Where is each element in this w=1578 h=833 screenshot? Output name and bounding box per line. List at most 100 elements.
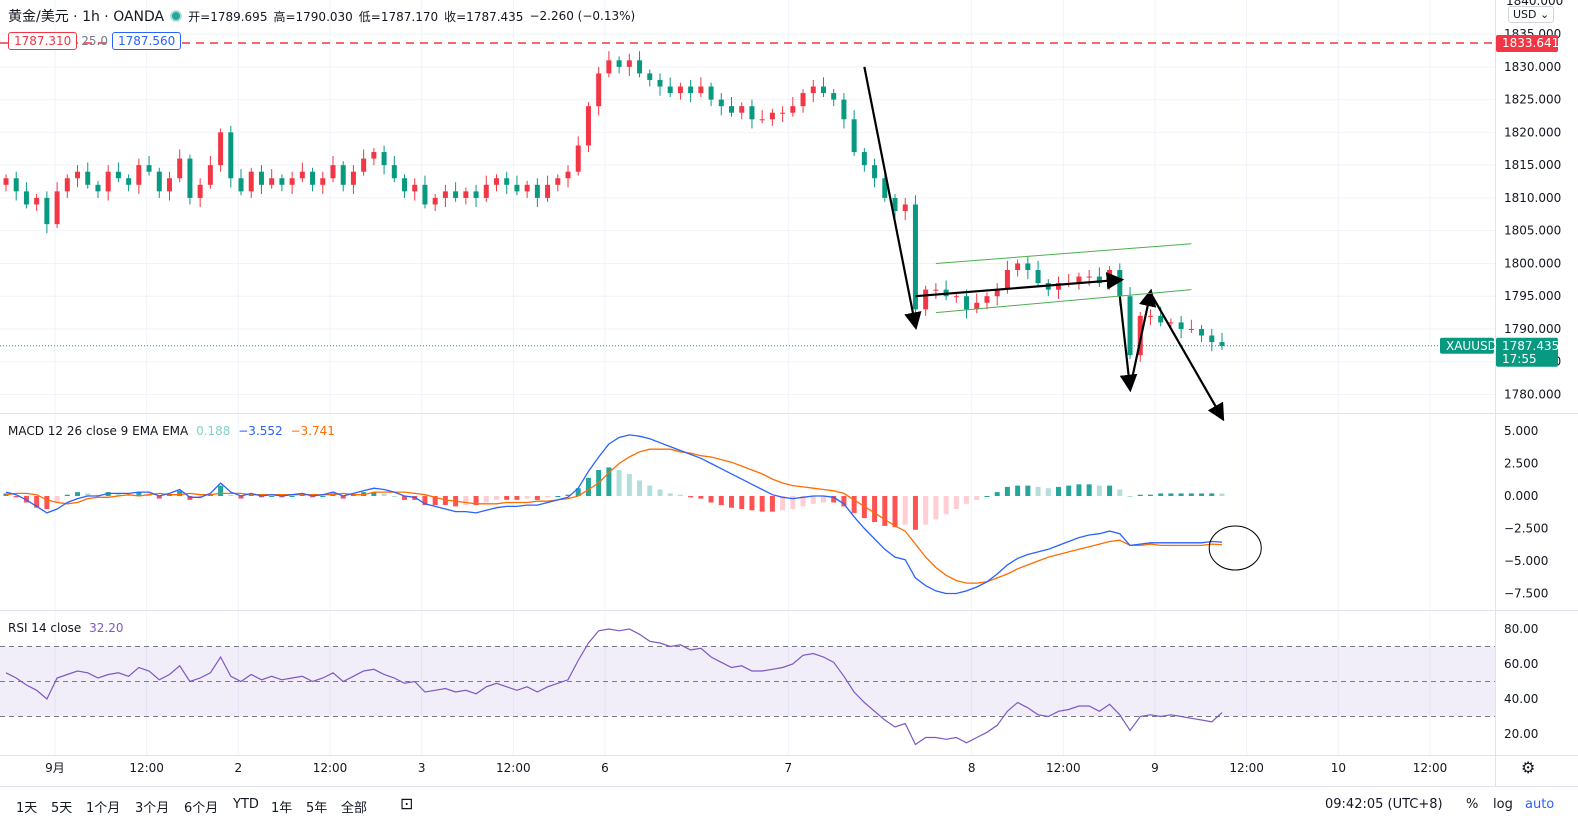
macd-hist-bar bbox=[820, 496, 826, 503]
drawings[interactable] bbox=[863, 66, 1262, 571]
macd-hist-bar bbox=[708, 496, 714, 503]
candle-body bbox=[667, 86, 673, 94]
macd-hist-bar bbox=[780, 496, 786, 511]
range-1m-button[interactable]: 1个月 bbox=[86, 801, 121, 816]
percent-scale-button[interactable]: % bbox=[1466, 797, 1479, 812]
macd-hist-bar bbox=[964, 496, 970, 504]
range-3m-button[interactable]: 3个月 bbox=[135, 801, 170, 816]
candle-body bbox=[258, 171, 264, 185]
candle-body bbox=[657, 79, 663, 87]
range-1d-button[interactable]: 1天 bbox=[16, 801, 38, 816]
legend-low: 低=1787.170 bbox=[358, 9, 439, 24]
candle-body bbox=[698, 86, 704, 94]
candle-body bbox=[1096, 276, 1102, 284]
price-tick-partial: 1840.000 bbox=[1506, 0, 1563, 8]
macd-hist-bar bbox=[841, 496, 847, 507]
log-scale-button[interactable]: log bbox=[1493, 797, 1513, 812]
candle-body bbox=[953, 296, 959, 298]
legend-change: −2.260 (−0.13%) bbox=[529, 9, 636, 23]
candle-body bbox=[851, 119, 857, 153]
candle-body bbox=[984, 296, 990, 303]
candle-body bbox=[3, 178, 9, 185]
candle-body bbox=[974, 302, 980, 310]
price-tick-label: 1810.000 bbox=[1504, 191, 1561, 205]
price-tick-label: 1830.000 bbox=[1504, 60, 1561, 74]
candle-body bbox=[912, 204, 918, 310]
macd-hist-bar bbox=[1127, 496, 1133, 497]
range-all-button[interactable]: 全部 bbox=[341, 801, 368, 816]
candle-body bbox=[269, 178, 275, 185]
up-arrow bbox=[1128, 288, 1157, 389]
macd-hist-bar bbox=[851, 496, 857, 513]
macd-hist-bar bbox=[1137, 494, 1143, 496]
range-ytd-button[interactable]: YTD bbox=[233, 797, 259, 812]
candle-body bbox=[688, 86, 694, 94]
macd-hist-bar bbox=[1158, 493, 1164, 496]
macd-hist-bar bbox=[953, 496, 959, 509]
candle-body bbox=[585, 106, 591, 146]
candle-body bbox=[718, 99, 724, 107]
range-1y-button[interactable]: 1年 bbox=[271, 801, 293, 816]
candle-body bbox=[85, 171, 91, 185]
candle-body bbox=[1219, 342, 1225, 347]
candle-body bbox=[320, 178, 326, 185]
macd-hist-bar bbox=[637, 480, 643, 496]
rsi-tick-label: 80.00 bbox=[1504, 622, 1538, 636]
candle-body bbox=[279, 178, 285, 185]
candle-body bbox=[330, 165, 336, 179]
macd-hist-bar bbox=[790, 496, 796, 509]
macd-hist-bar bbox=[677, 494, 683, 496]
macd-hist-bar bbox=[340, 496, 346, 499]
time-tick-label: 7 bbox=[785, 761, 793, 775]
macd-hist-bar bbox=[974, 496, 980, 500]
macd-hist-bar bbox=[422, 496, 428, 506]
candle-body bbox=[228, 132, 234, 179]
candle-body bbox=[218, 132, 224, 166]
gear-icon[interactable]: ⚙ bbox=[1521, 758, 1536, 777]
candle-body bbox=[463, 191, 469, 198]
candle-body bbox=[289, 178, 295, 185]
macd-hist-bar bbox=[616, 470, 622, 496]
candle-body bbox=[545, 184, 551, 198]
macd-hist-bar bbox=[1076, 484, 1082, 496]
rsi-legend-label[interactable]: RSI 14 close bbox=[8, 621, 82, 635]
macd-histogram bbox=[3, 467, 1225, 530]
sell-button[interactable]: 1787.310 bbox=[8, 32, 78, 50]
macd-hist-bar bbox=[463, 496, 469, 506]
macd-hist-bar bbox=[739, 496, 745, 509]
macd-legend-hist: 0.188 bbox=[196, 424, 231, 438]
rsi-legend-value: 32.20 bbox=[89, 621, 124, 635]
candle-body bbox=[1178, 322, 1184, 329]
channel-bottom bbox=[935, 289, 1192, 314]
candle-body bbox=[708, 86, 714, 100]
range-5y-button[interactable]: 5年 bbox=[306, 801, 328, 816]
macd-hist-bar bbox=[54, 496, 60, 503]
macd-hist-bar bbox=[504, 496, 510, 500]
range-5d-button[interactable]: 5天 bbox=[51, 801, 73, 816]
range-6m-button[interactable]: 6个月 bbox=[184, 801, 219, 816]
chevron-down-icon: ⌄ bbox=[1540, 8, 1550, 21]
auto-scale-button[interactable]: auto bbox=[1525, 797, 1555, 812]
symbol-title[interactable]: 黄金/美元 · 1h · OANDA bbox=[8, 9, 165, 25]
candles[interactable] bbox=[0, 42, 1495, 362]
macd-hist-bar bbox=[177, 490, 183, 496]
currency-select[interactable]: USD ⌄ bbox=[1508, 6, 1555, 23]
candle-body bbox=[504, 178, 510, 185]
buy-button[interactable]: 1787.560 bbox=[111, 32, 182, 50]
macd-hist-bar bbox=[524, 496, 530, 499]
macd-legend-label[interactable]: MACD 12 26 close 9 EMA EMA bbox=[8, 424, 189, 438]
time-tick-label: 6 bbox=[601, 761, 609, 775]
bottom-toolbar: 1天 5天 1个月 3个月 6个月 YTD 1年 5年 全部 ⊡ 09:42:0… bbox=[0, 786, 1578, 830]
candle-body bbox=[156, 171, 162, 192]
macd-hist-bar bbox=[432, 496, 438, 506]
macd-hist-bar bbox=[381, 493, 387, 496]
calendar-range-icon[interactable]: ⊡ bbox=[400, 794, 414, 813]
candle-body bbox=[483, 184, 489, 198]
clock[interactable]: 09:42:05 (UTC+8) bbox=[1325, 797, 1443, 812]
macd-hist-bar bbox=[238, 496, 244, 499]
time-tick-label: 2 bbox=[235, 761, 243, 775]
candle-body bbox=[882, 178, 888, 198]
candle-body bbox=[872, 165, 878, 179]
